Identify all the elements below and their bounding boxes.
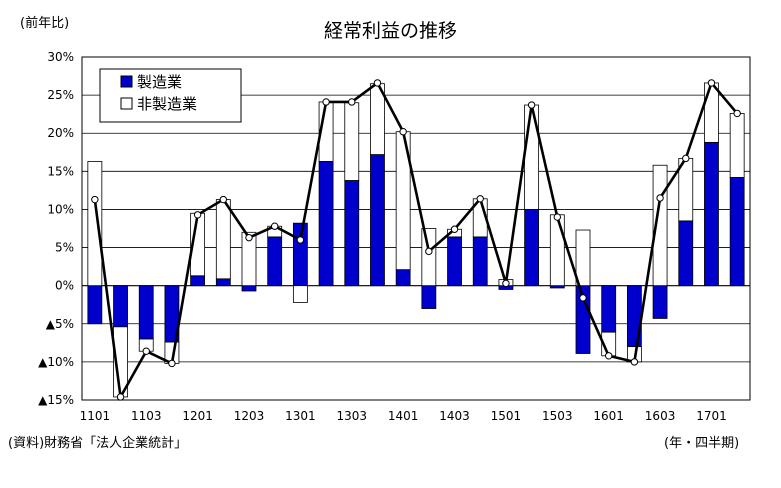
bar-manufacturing	[395, 269, 411, 287]
total-point	[296, 236, 305, 244]
total-point	[219, 195, 228, 204]
total-point	[142, 347, 150, 355]
total-point	[399, 127, 407, 136]
total-point	[553, 213, 562, 221]
total-point	[348, 98, 356, 106]
bar-non-manufacturing	[704, 82, 719, 143]
bar-manufacturing	[704, 141, 719, 287]
x-axis-unit-label: (年・四半期)	[664, 436, 740, 451]
bar-manufacturing	[524, 209, 540, 287]
y-tick-label: ▲15%	[38, 393, 74, 407]
total-point	[450, 225, 459, 233]
bar-manufacturing	[678, 220, 694, 287]
total-point	[116, 393, 125, 401]
x-tick-label: 1303	[336, 409, 367, 423]
total-point	[373, 79, 382, 87]
total-point	[425, 247, 433, 256]
total-point	[270, 222, 279, 230]
source-note: (資料)財務省「法人企業統計」	[8, 436, 188, 451]
x-tick-label: 1203	[234, 409, 265, 423]
x-tick-label: 1501	[491, 409, 522, 423]
x-tick-label: 1503	[542, 409, 573, 423]
total-point	[91, 195, 99, 204]
legend-label: 非製造業	[137, 95, 197, 113]
x-tick-label: 1403	[439, 409, 470, 423]
total-point	[733, 109, 741, 118]
x-tick-label: 1301	[285, 409, 316, 423]
total-point	[527, 101, 536, 109]
bar-non-manufacturing	[87, 161, 103, 287]
y-axis-unit-label: (前年比)	[20, 16, 70, 31]
x-tick-label: 1603	[645, 409, 676, 423]
bar-non-manufacturing	[344, 102, 360, 181]
y-tick-label: 5%	[55, 241, 74, 255]
bar-manufacturing	[241, 285, 257, 292]
total-point	[193, 211, 202, 219]
bar-manufacturing	[215, 278, 231, 287]
bar-non-manufacturing	[549, 214, 565, 287]
x-tick-label: 1201	[182, 409, 213, 423]
bar-manufacturing	[472, 236, 488, 287]
total-point	[502, 279, 510, 288]
bar-non-manufacturing	[652, 164, 668, 287]
total-line	[93, 80, 739, 402]
x-tick-label: 1601	[593, 409, 624, 423]
bar-manufacturing	[190, 275, 206, 287]
bar-non-manufacturing	[729, 113, 745, 178]
total-point	[322, 98, 330, 106]
bar-manufacturing	[729, 177, 745, 287]
bar-manufacturing	[138, 285, 154, 340]
total-point	[476, 195, 484, 203]
chart-title: 経常利益の推移	[323, 20, 457, 42]
legend-swatch	[120, 97, 133, 110]
bar-manufacturing	[601, 285, 617, 333]
x-tick-label: 1101	[80, 409, 111, 423]
bar-manufacturing	[318, 161, 334, 287]
y-tick-label: 25%	[47, 88, 74, 102]
total-point	[245, 233, 253, 242]
y-tick-label: 15%	[47, 164, 74, 178]
bar-manufacturing	[421, 285, 437, 309]
bar-non-manufacturing	[292, 285, 308, 303]
y-tick-label: 20%	[47, 126, 74, 140]
y-tick-label: 30%	[47, 50, 74, 64]
x-tick-label: 1701	[696, 409, 727, 423]
bar-manufacturing	[370, 154, 385, 287]
total-point	[579, 294, 587, 302]
bar-manufacturing	[267, 236, 283, 287]
x-tick-label: 1401	[388, 409, 419, 423]
y-tick-label: ▲10%	[38, 355, 74, 369]
bar-non-manufacturing	[215, 199, 231, 280]
bar-manufacturing	[87, 285, 103, 325]
total-point	[168, 359, 176, 368]
total-point	[682, 154, 690, 163]
x-tick-label: 1103	[131, 409, 162, 423]
total-point	[656, 194, 664, 202]
total-point	[604, 352, 613, 360]
total-point	[630, 358, 639, 366]
y-tick-label: ▲5%	[46, 317, 74, 331]
bar-manufacturing	[292, 222, 308, 287]
y-tick-label: 0%	[55, 279, 74, 293]
bar-non-manufacturing	[575, 229, 591, 287]
bar-non-manufacturing	[241, 231, 257, 287]
total-point	[707, 79, 716, 87]
bar-non-manufacturing	[421, 228, 437, 287]
bar-manufacturing	[447, 236, 462, 287]
bar-manufacturing	[652, 285, 668, 319]
legend-label: 製造業	[137, 73, 182, 91]
bar-manufacturing	[344, 180, 360, 287]
y-tick-label: 10%	[47, 202, 74, 216]
legend-swatch	[120, 75, 133, 88]
bar-manufacturing	[113, 285, 128, 328]
